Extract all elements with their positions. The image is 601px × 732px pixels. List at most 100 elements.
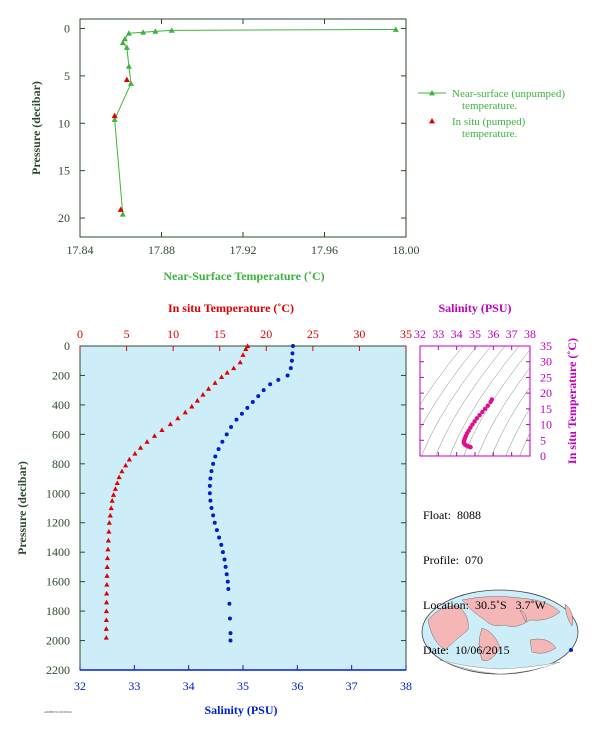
ts-x-tick-label: 36 [487, 327, 499, 341]
salinity-point [223, 564, 228, 569]
float-location-marker [569, 648, 573, 652]
profile-date: Date: 10/06/2015 [423, 643, 510, 657]
salinity-point [288, 366, 293, 371]
salinity-point [225, 579, 230, 584]
top-x-tick-label: 15 [214, 327, 226, 341]
temperature-point [175, 415, 181, 421]
near-surface-point [121, 35, 128, 42]
in-situ-point [111, 112, 118, 119]
near-surface-line [114, 28, 396, 215]
top-x-tick-label: 20 [260, 327, 272, 341]
y-axis-label: Pressure (decibar) [29, 81, 43, 175]
ts-y-tick-label: 5 [540, 433, 546, 447]
salinity-point [220, 550, 225, 555]
y-tick-label: 1400 [46, 545, 70, 559]
temperature-point [245, 343, 251, 349]
temperature-point [231, 365, 237, 371]
temperature-point [137, 445, 144, 450]
top-x-tick-label: 25 [307, 327, 319, 341]
salinity-point [250, 399, 255, 404]
x-axis-label: Near-Surface Temperature (˚C) [163, 269, 324, 283]
ts-frame [419, 345, 531, 457]
salinity-point [208, 476, 213, 481]
temperature-point [243, 346, 249, 352]
density-contour [505, 407, 530, 456]
density-contour [420, 346, 478, 430]
salinity-point [207, 491, 212, 496]
near-surface-point [119, 39, 126, 46]
ts-y-tick-label: 0 [540, 449, 546, 463]
salinity-point [234, 417, 239, 422]
ts-y-tick-label: 25 [540, 370, 552, 384]
salinity-point [212, 520, 217, 525]
salinity-point [276, 377, 281, 382]
ts-x-tick-label: 38 [524, 327, 536, 341]
bottom-x-tick-label: 35 [237, 679, 249, 693]
ts-point [482, 406, 488, 412]
temperature-point [205, 386, 212, 391]
salinity-point [245, 405, 250, 410]
bottom-x-tick-label: 37 [346, 679, 358, 693]
temperature-point [116, 474, 122, 480]
plot-frame [79, 18, 407, 238]
density-contour [477, 367, 530, 456]
temperature-point [189, 403, 195, 409]
temperature-point [182, 409, 188, 415]
ts-y-tick-label: 15 [540, 402, 552, 416]
y-tick-label: 600 [52, 427, 70, 441]
salinity-point [211, 513, 216, 518]
y-tick-label: 2200 [46, 663, 70, 677]
salinity-point [219, 542, 224, 547]
float-location: Location: 30.5˚S 3.7˚W [423, 598, 546, 612]
ts-point [472, 419, 477, 424]
salinity-point [228, 631, 233, 636]
y-tick-label: 400 [52, 398, 70, 412]
ts-x-axis-label: Salinity (PSU) [438, 301, 511, 315]
bottom-x-tick-label: 36 [291, 679, 303, 693]
salinity-point [207, 483, 212, 488]
salinity-point [227, 601, 232, 606]
temperature-point [194, 397, 200, 403]
density-contour [435, 346, 506, 456]
y-tick-label: 20 [58, 211, 70, 225]
y-tick-label: 1800 [46, 604, 70, 618]
temperature-point [240, 352, 246, 357]
ts-y-tick-label: 10 [540, 418, 552, 432]
salinity-point [268, 382, 273, 387]
temperature-point [104, 590, 110, 596]
temperature-point [109, 498, 115, 503]
x-tick-label: 18.00 [393, 243, 420, 257]
y-tick-label: 1000 [46, 486, 70, 500]
temperature-point [110, 492, 117, 497]
salinity-point [285, 373, 290, 378]
ts-y-tick-label: 30 [540, 355, 552, 369]
salinity-point [216, 447, 221, 452]
temperature-point [104, 555, 111, 561]
ts-x-tick-label: 32 [414, 327, 426, 341]
x-tick-label: 17.92 [230, 243, 257, 257]
salinity-point [224, 572, 229, 577]
ts-x-tick-label: 37 [506, 327, 518, 341]
ts-y-axis-label: In situ Temperature (˚C) [565, 338, 579, 464]
density-contour [420, 346, 464, 406]
salinity-point [239, 411, 244, 416]
temperature-point [159, 427, 165, 433]
y-tick-label: 5 [64, 69, 70, 83]
y-tick-label: 0 [64, 339, 70, 353]
top-x-tick-label: 30 [353, 327, 365, 341]
bottom-x-tick-label: 38 [400, 679, 412, 693]
ts-y-tick-label: 35 [540, 339, 552, 353]
near-surface-point [123, 44, 130, 50]
density-contour [491, 386, 530, 456]
temperature-point [126, 456, 132, 462]
top-x-axis-label: In situ Temperature (˚C) [168, 301, 294, 315]
salinity-point [256, 394, 261, 399]
in-situ-point [123, 76, 130, 83]
temperature-point [103, 608, 110, 614]
top-x-tick-label: 35 [400, 327, 412, 341]
legend-label-near-surface: Near-surface (unpumped) [452, 88, 565, 100]
x-tick-label: 17.96 [311, 243, 338, 257]
near-surface-point [125, 63, 132, 69]
near-surface-point [111, 116, 118, 122]
